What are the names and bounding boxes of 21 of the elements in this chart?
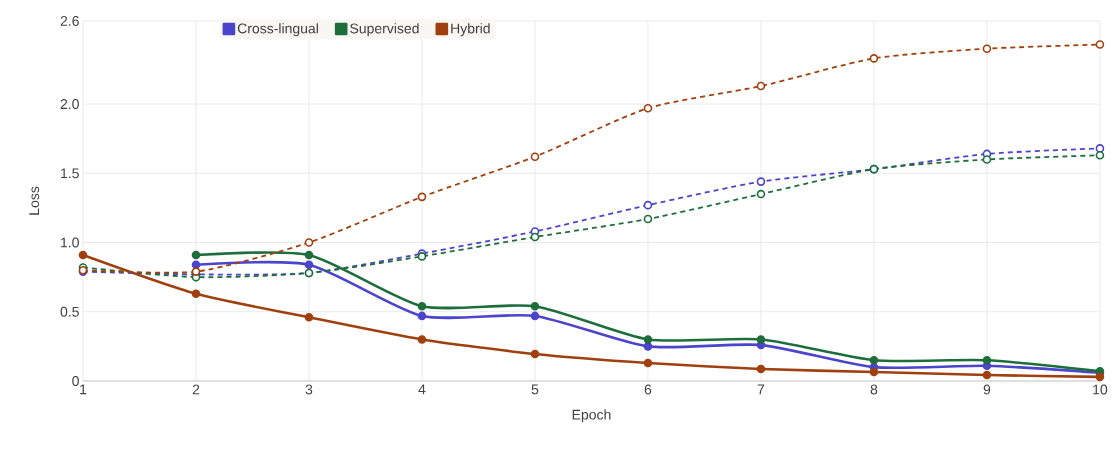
x-tick-label: 8 <box>870 384 878 395</box>
legend-label: Cross-lingual <box>237 23 318 37</box>
x-tick-label: 7 <box>757 384 765 395</box>
x-tick-label: 3 <box>305 384 313 395</box>
x-tick-label: 2 <box>192 384 200 395</box>
y-tick-label: 2.0 <box>60 99 79 110</box>
x-tick-label: 5 <box>531 384 539 395</box>
y-tick-label: 2.6 <box>60 16 79 26</box>
x-tick-label: 6 <box>644 384 652 395</box>
legend-label: Hybrid <box>451 23 490 37</box>
legend-label: Supervised <box>350 23 419 37</box>
y-tick-label: 1.0 <box>61 237 79 248</box>
x-tick-label: 10 <box>1093 384 1108 395</box>
x-axis-title: Epoch <box>572 409 611 423</box>
x-tick-label: 4 <box>418 384 426 395</box>
y-tick-label: 0 <box>72 376 79 386</box>
y-axis-title: Loss <box>29 186 40 215</box>
x-tick-label: 1 <box>80 384 87 395</box>
y-tick-label: 1.5 <box>61 168 79 179</box>
x-tick-label: 9 <box>983 384 991 395</box>
y-tick-label: 0.5 <box>60 306 79 317</box>
